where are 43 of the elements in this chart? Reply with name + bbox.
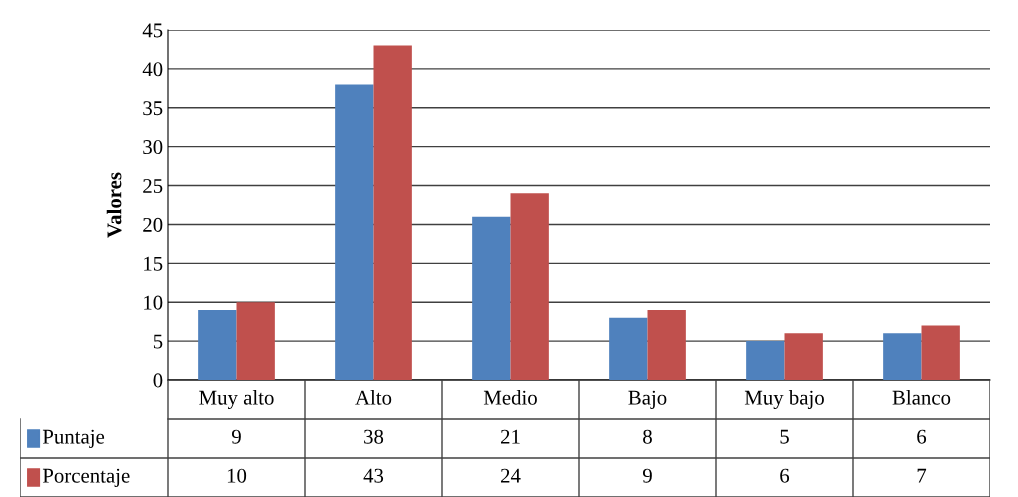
data-label: 38 [364, 429, 384, 444]
x-tick-label: Medio [483, 390, 537, 405]
data-label: 9 [642, 468, 652, 483]
x-tick-label: Muy bajo [744, 390, 824, 409]
bar [746, 341, 785, 380]
data-label: 10 [227, 468, 247, 483]
y-tick-label: 20 [143, 217, 163, 232]
y-tick-label: 0 [153, 373, 163, 388]
legend-label: Porcentaje [42, 468, 130, 487]
x-tick-label: Bajo [628, 390, 667, 409]
y-tick-label: 25 [143, 178, 163, 193]
y-tick-label: 15 [144, 256, 163, 271]
data-label: 21 [501, 429, 520, 444]
bar [236, 302, 275, 380]
bar [510, 193, 549, 380]
bar [472, 216, 511, 380]
y-axis-title: Valores [106, 172, 122, 238]
data-label: 6 [917, 429, 927, 444]
y-tick-label: 30 [143, 140, 163, 155]
bar [609, 317, 648, 380]
y-tick-label: 10 [144, 295, 163, 310]
y-tick-label: 45 [142, 23, 163, 38]
bar [883, 333, 922, 380]
bar [647, 310, 686, 380]
data-label: 24 [501, 468, 521, 483]
legend-label: Puntaje [42, 429, 105, 448]
y-tick-label: 5 [153, 334, 163, 349]
bar [198, 310, 237, 380]
bar [373, 45, 412, 380]
x-tick-label: Muy alto [199, 390, 274, 409]
bar [921, 325, 960, 380]
data-label: 7 [917, 468, 927, 483]
x-tick-label: Alto [355, 390, 392, 405]
y-tick-label: 40 [142, 62, 163, 77]
data-label: 5 [780, 429, 789, 444]
data-label: 8 [643, 429, 652, 444]
y-tick-label: 35 [143, 101, 163, 116]
data-label: 43 [363, 468, 384, 483]
data-label: 6 [780, 468, 790, 483]
bar [335, 84, 374, 380]
x-tick-label: Blanco [892, 390, 951, 405]
bar [784, 333, 823, 380]
data-label: 9 [231, 429, 241, 444]
